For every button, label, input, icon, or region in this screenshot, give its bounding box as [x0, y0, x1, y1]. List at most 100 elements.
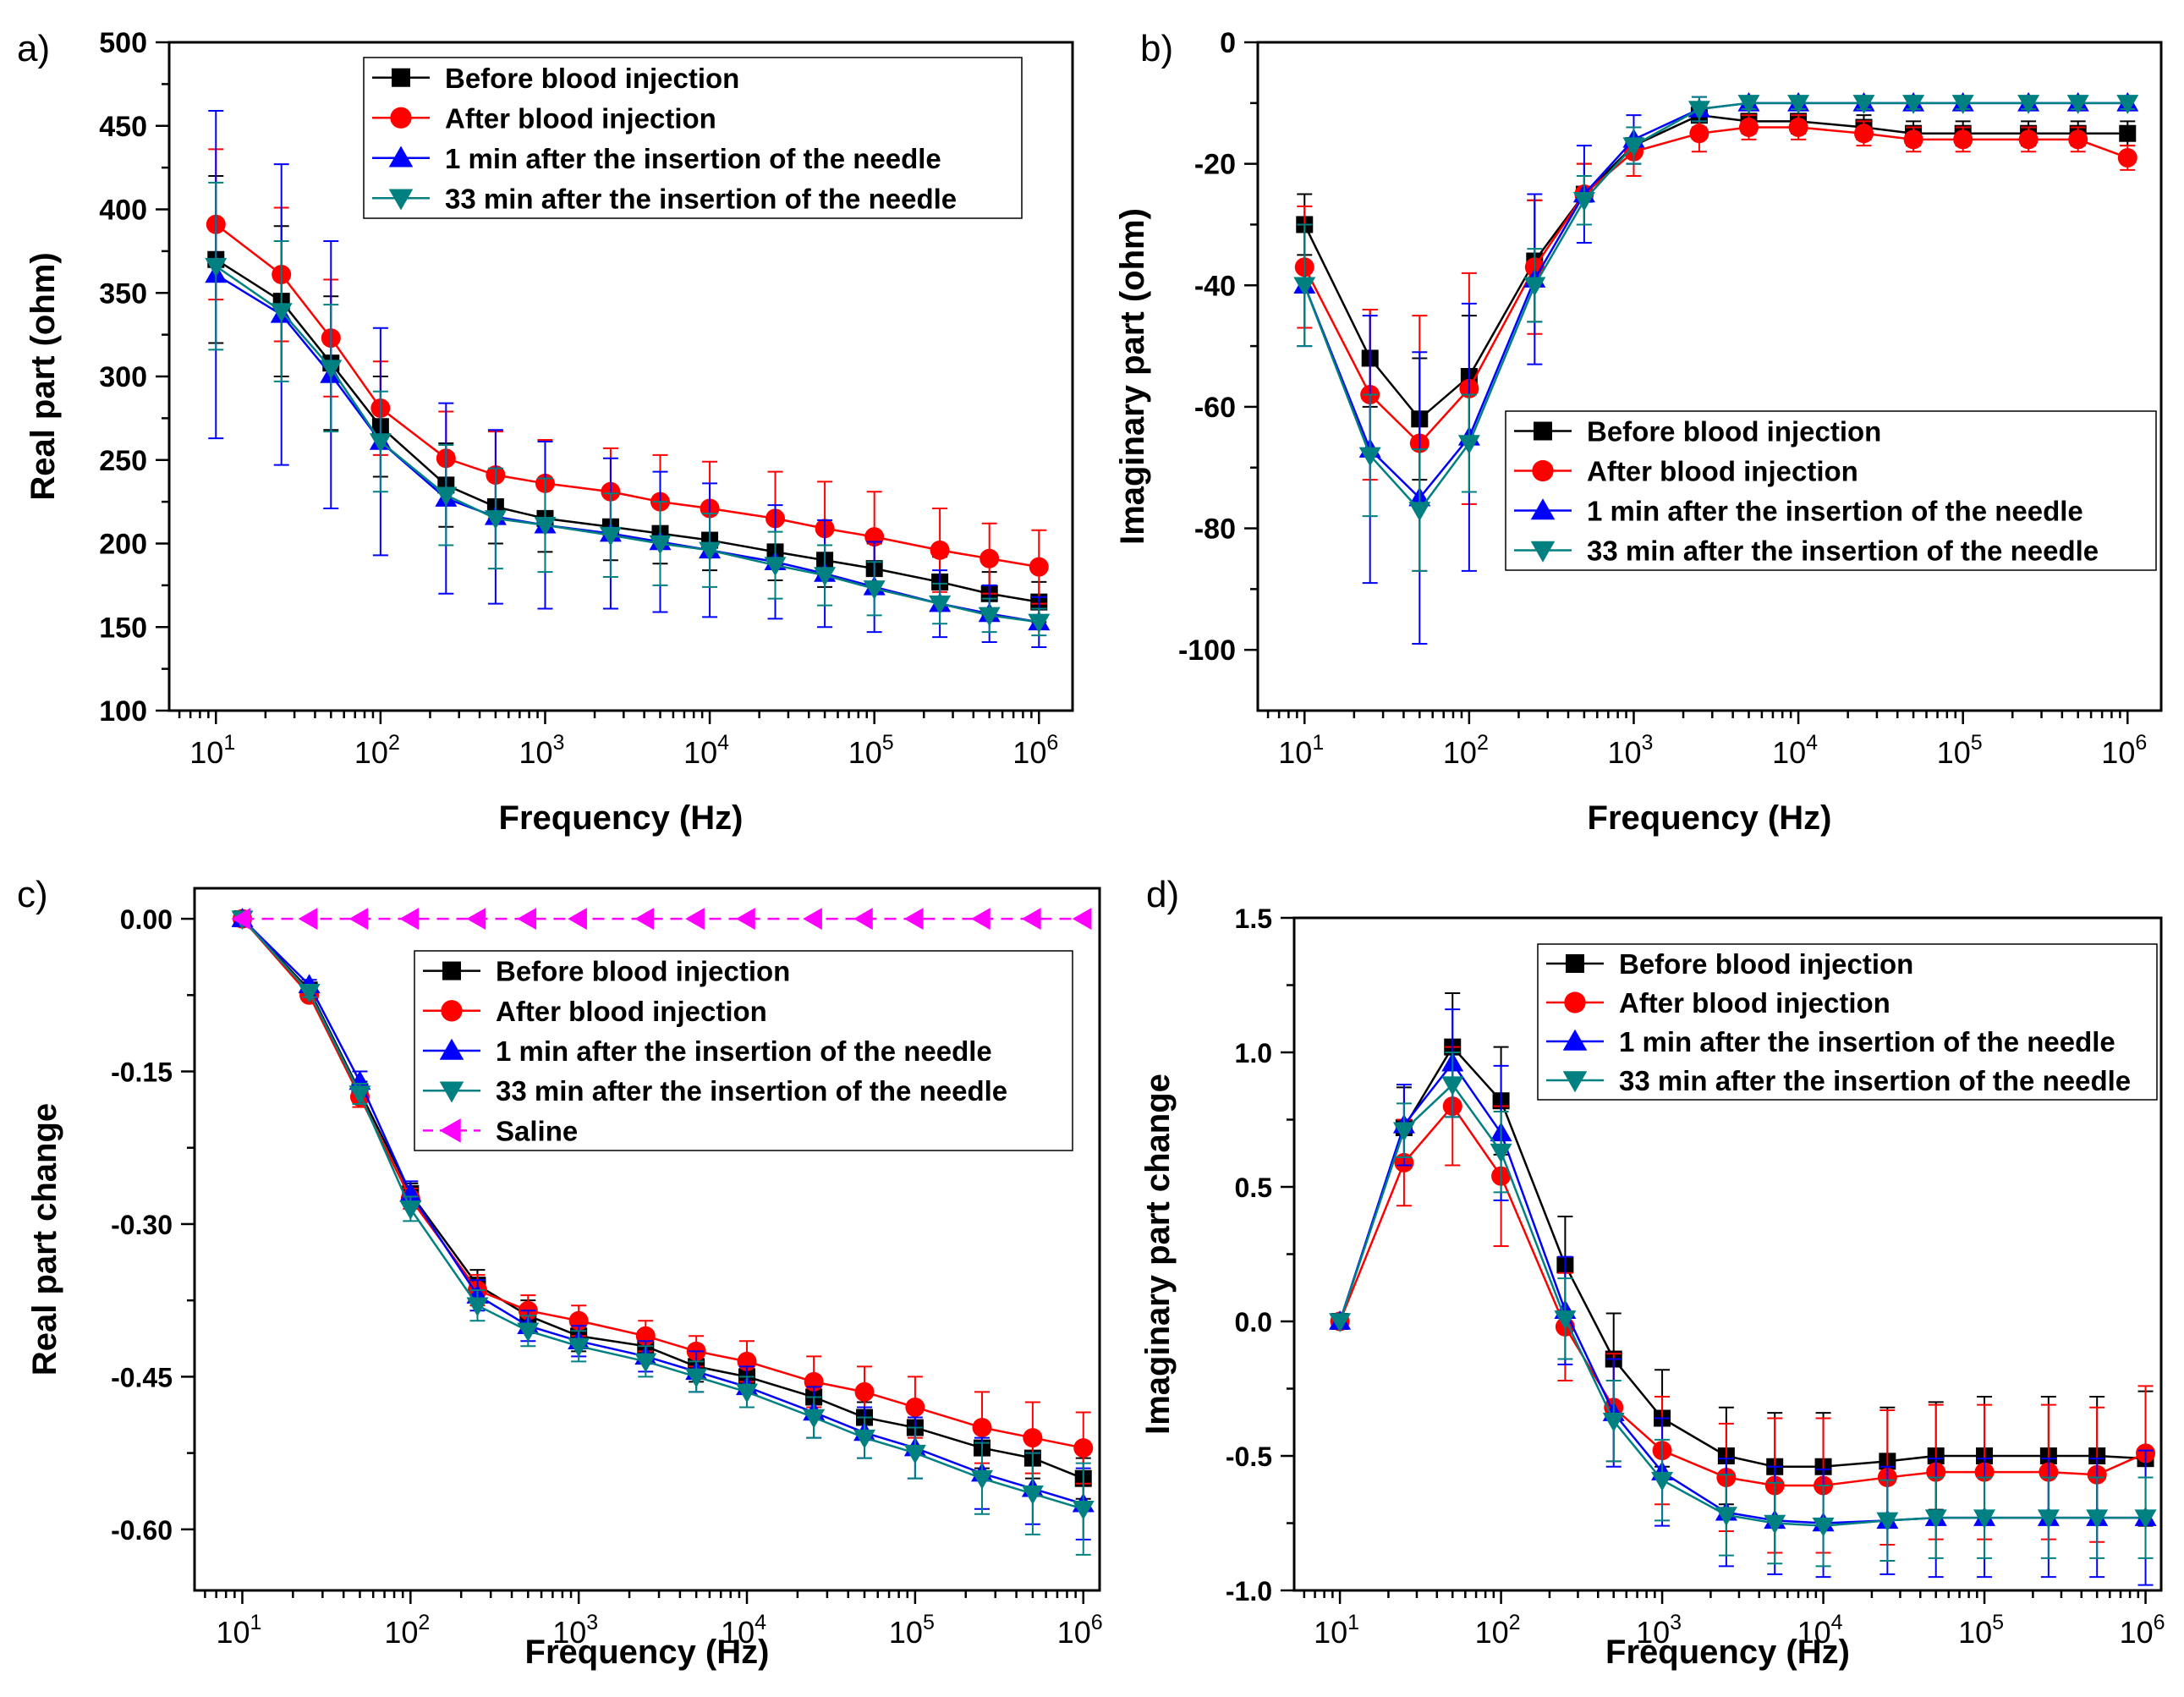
series-before-blood-injection: [207, 175, 1048, 623]
y-tick-label: 200: [99, 529, 147, 561]
data-point: [971, 1469, 994, 1490]
chart-panel-1: a) 101 102 103 104 105 106 100 150 200 250 300 350 40…: [17, 27, 1074, 837]
series-line: [241, 918, 1084, 1480]
legend-label: Before blood injection: [1587, 416, 1881, 448]
data-point: [1490, 1143, 1512, 1163]
data-point: [517, 1322, 540, 1343]
chart-panel-4: d) 101 102 103 104 105 106 1.5 1.0 0.5 0.0 -0.5 -1.0…: [1139, 874, 2165, 1671]
data-point: [1572, 191, 1595, 211]
legend-box: [414, 950, 1073, 1151]
data-point: [814, 567, 837, 587]
legend-item-1-min-after-the-insertion-of-the-needle: 1 min after the insertion of the needle: [372, 143, 941, 174]
data-point: [1651, 1471, 1674, 1491]
data-point: [2068, 129, 2088, 150]
y-axis-title: Imaginary part (ohm): [1114, 208, 1151, 545]
data-point: [2037, 1509, 2060, 1529]
series-line: [241, 918, 1084, 1505]
legend: Before blood injection After blood inject…: [1537, 943, 2158, 1101]
legend-marker: [1562, 1071, 1588, 1093]
plot-frame: [1256, 41, 2163, 712]
data-point: [764, 557, 787, 577]
data-point: [1689, 124, 1709, 144]
legend-label: 33 min after the insertion of the needle: [1587, 535, 2099, 567]
data-point: [1876, 1512, 1899, 1532]
data-point: [2116, 95, 2139, 114]
data-point: [2086, 1509, 2109, 1529]
legend-item-before-blood-injection: Before blood injection: [1546, 948, 1913, 980]
series-line: [215, 265, 1040, 623]
y-tick-label: -0.45: [111, 1362, 173, 1392]
legend-label: 33 min after the insertion of the needle: [496, 1075, 1007, 1107]
data-point: [736, 908, 755, 931]
x-tick-label: 104: [683, 731, 729, 770]
series-line: [215, 273, 1040, 623]
y-tick-label: -100: [1178, 634, 1236, 667]
legend-item-after-blood-injection: After blood injection: [423, 996, 767, 1027]
data-point: [685, 1368, 708, 1388]
x-tick-label: 105: [1958, 1611, 2004, 1650]
data-point: [699, 541, 722, 562]
x-tick-label: 106: [2101, 731, 2147, 770]
data-point: [2017, 95, 2040, 114]
data-point: [1737, 95, 1760, 114]
data-point: [1072, 1501, 1095, 1520]
legend: Before blood injection After blood inject…: [414, 950, 1073, 1151]
x-tick-label: 101: [1314, 1611, 1359, 1650]
legend-label: After blood injection: [445, 102, 716, 134]
data-point: [320, 360, 343, 380]
legend-item-saline: Saline: [423, 1115, 578, 1146]
data-point: [2018, 129, 2039, 150]
panel-label: a): [17, 28, 50, 69]
data-point: [1523, 277, 1546, 297]
series-saline: [231, 908, 1092, 931]
x-tick-label: 101: [1278, 731, 1324, 770]
legend-item-33-min-after-the-insertion-of-the-needle: 33 min after the insertion of the needle: [423, 1075, 1007, 1107]
x-tick-label: 102: [384, 1611, 430, 1650]
series-line: [1338, 1083, 2146, 1527]
legend-label: After blood injection: [1587, 456, 1858, 487]
x-tick-label: 103: [519, 731, 564, 770]
legend-marker: [388, 146, 414, 168]
data-point: [1554, 1310, 1577, 1330]
data-point: [2134, 1509, 2157, 1529]
data-point: [1622, 137, 1645, 157]
data-point: [803, 908, 822, 931]
panel-label: d): [1146, 874, 1179, 915]
data-point: [1028, 613, 1051, 634]
data-point: [971, 908, 990, 931]
data-point: [634, 908, 655, 931]
legend-marker: [1566, 954, 1584, 973]
y-tick-label: 100: [99, 695, 147, 728]
data-point: [1854, 124, 1874, 144]
y-tick-label: 150: [99, 612, 147, 644]
y-tick-label: -20: [1194, 149, 1236, 181]
series-33-min-after-the-insertion-of-the-needle: [205, 181, 1051, 637]
data-point: [1029, 557, 1049, 577]
legend-label: After blood injection: [496, 996, 767, 1027]
data-point: [930, 540, 950, 560]
data-point: [1457, 435, 1480, 454]
x-axis-title: Frequency (Hz): [499, 799, 744, 837]
y-tick-label: -60: [1194, 392, 1236, 424]
series-line: [1303, 113, 2128, 421]
panel-label: b): [1140, 28, 1173, 69]
legend-marker: [392, 68, 410, 87]
y-tick-label: 0.00: [120, 904, 173, 935]
data-point: [1358, 447, 1381, 467]
x-tick-label: 106: [1012, 731, 1058, 770]
y-tick-label: 0: [1220, 27, 1236, 59]
y-tick-label: 300: [99, 361, 147, 393]
data-point: [1953, 129, 1973, 150]
chart-panel-3: c) 101 102 103 104 105 106 0.00 -0.15 -0.30 -0.45 -…: [17, 874, 1103, 1671]
x-tick-label: 103: [552, 1611, 598, 1650]
y-axis-title: Imaginary part change: [1139, 1074, 1177, 1435]
series-line: [241, 918, 1084, 1510]
data-point: [1903, 129, 1923, 150]
data-point: [270, 303, 293, 322]
data-point: [369, 433, 392, 453]
data-point: [853, 1429, 876, 1449]
y-axis-title: Real part change: [26, 1103, 63, 1376]
legend-item-1-min-after-the-insertion-of-the-needle: 1 min after the insertion of the needle: [1546, 1026, 2115, 1057]
data-point: [803, 1409, 826, 1429]
x-tick-label: 104: [1772, 731, 1818, 770]
